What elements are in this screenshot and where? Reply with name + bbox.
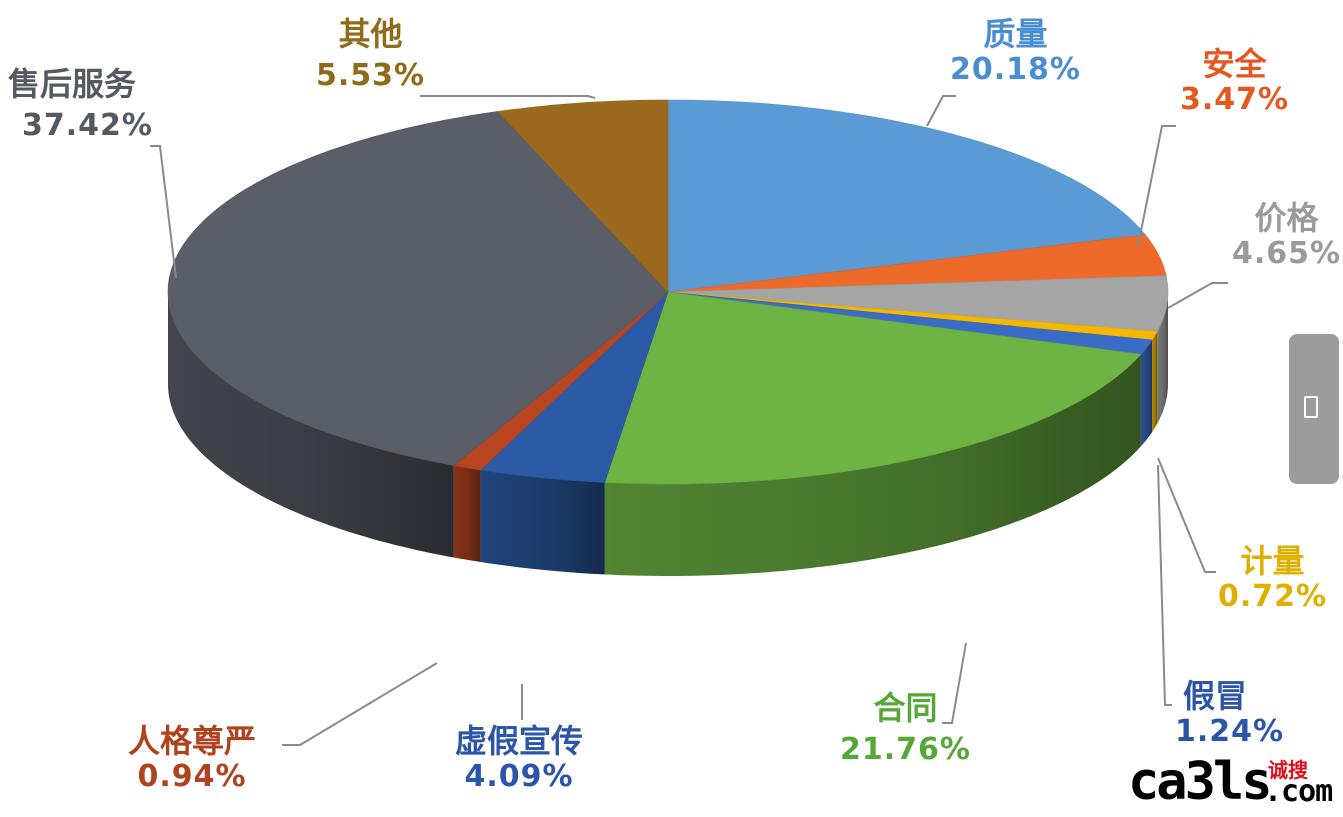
label-value: 1.24% bbox=[1175, 713, 1285, 749]
label-value: 0.72% bbox=[1218, 578, 1328, 614]
label-quality: 质量 20.18% bbox=[950, 16, 1081, 87]
label-value: 0.94% bbox=[137, 758, 247, 794]
leader-line-5 bbox=[942, 642, 967, 724]
label-after-sales: 售后服务 37.42% bbox=[8, 66, 153, 143]
label-name: 假冒 bbox=[1183, 677, 1248, 715]
leader-line-9 bbox=[420, 95, 596, 99]
label-false-advertising: 虚假宣传 4.09% bbox=[455, 723, 583, 794]
leader-line-4 bbox=[1157, 464, 1172, 706]
side-scroll-handle[interactable] bbox=[1289, 334, 1339, 484]
leader-line-2 bbox=[1167, 282, 1228, 309]
label-value: 20.18% bbox=[950, 51, 1081, 87]
pie-slice-slice-7 bbox=[453, 291, 669, 471]
label-name: 售后服务 bbox=[8, 65, 137, 103]
pie-slice-slice-4 bbox=[667, 291, 1153, 355]
label-name: 合同 bbox=[873, 689, 938, 727]
page-icon bbox=[1304, 396, 1318, 418]
pie-side-shade-slice-3 bbox=[1152, 331, 1158, 432]
label-name: 虚假宣传 bbox=[455, 722, 584, 760]
label-value: 37.42% bbox=[22, 107, 153, 143]
label-value: 3.47% bbox=[1180, 81, 1290, 117]
label-name: 其他 bbox=[338, 15, 403, 53]
pie-side-shade-slice-5 bbox=[604, 354, 1141, 576]
pie-side-shade-slice-7 bbox=[453, 465, 481, 562]
watermark-cn: 诚搜 bbox=[1268, 758, 1308, 782]
label-counterfeit: 假冒 1.24% bbox=[1175, 678, 1284, 749]
leader-line-1 bbox=[1137, 125, 1176, 247]
watermark-domain: .com bbox=[1264, 774, 1333, 809]
label-contract: 合同 21.76% bbox=[840, 690, 971, 767]
label-dignity: 人格尊严 0.94% bbox=[128, 723, 256, 794]
pie-slice-slice-6 bbox=[480, 291, 669, 483]
label-safety: 安全 3.47% bbox=[1180, 46, 1289, 117]
label-name: 价格 bbox=[1254, 199, 1319, 237]
leader-line-3 bbox=[1157, 457, 1216, 573]
label-name: 计量 bbox=[1240, 542, 1305, 580]
leader-lines bbox=[150, 95, 1228, 746]
pie-slice-slice-9 bbox=[497, 99, 669, 293]
leader-line-7 bbox=[282, 662, 438, 746]
label-value: 5.53% bbox=[316, 57, 426, 93]
pie-slice-slice-1 bbox=[667, 234, 1167, 293]
label-price: 价格 4.65% bbox=[1232, 200, 1341, 271]
watermark-text: ca3ls bbox=[1128, 752, 1273, 812]
pie-side-shade-slice-2 bbox=[1157, 292, 1168, 424]
label-value: 21.76% bbox=[840, 731, 971, 767]
pie-slice-slice-5 bbox=[604, 291, 1142, 485]
pie-side-shade-slice-6 bbox=[480, 470, 605, 575]
label-value: 4.65% bbox=[1232, 235, 1342, 271]
pie-slice-slice-0 bbox=[667, 99, 1146, 293]
watermark-logo: ca3ls .com 诚搜 bbox=[1128, 752, 1338, 812]
label-name: 质量 bbox=[983, 15, 1048, 53]
leader-line-8 bbox=[150, 145, 177, 279]
label-other: 其他 5.53% bbox=[316, 16, 425, 93]
leader-line-0 bbox=[926, 95, 956, 127]
pie-slice-slice-2 bbox=[667, 275, 1169, 332]
label-name: 安全 bbox=[1202, 45, 1267, 83]
pie-top-slices bbox=[167, 99, 1169, 485]
pie-side-shade-slice-8 bbox=[168, 292, 454, 558]
pie-side-walls bbox=[168, 292, 1168, 576]
label-value: 4.09% bbox=[464, 758, 574, 794]
label-metering: 计量 0.72% bbox=[1218, 543, 1327, 614]
pie-slice-slice-8 bbox=[167, 111, 669, 466]
label-name: 人格尊严 bbox=[128, 722, 257, 760]
pie-side-shade-slice-4 bbox=[1140, 340, 1153, 447]
